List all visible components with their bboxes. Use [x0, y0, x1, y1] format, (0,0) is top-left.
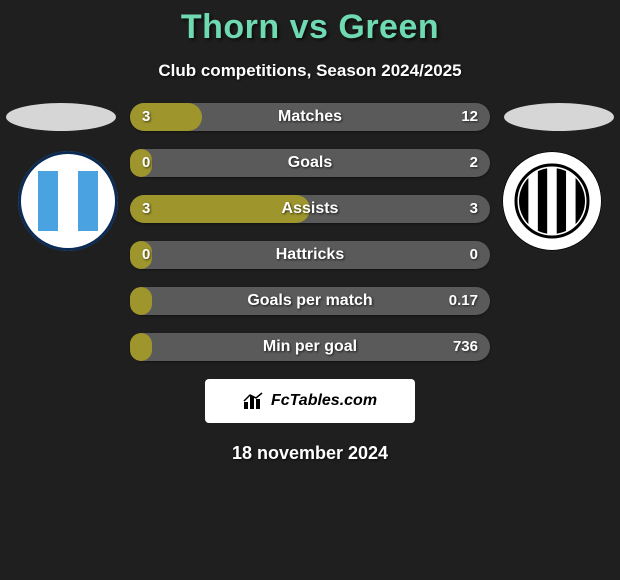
crest-right-svg	[502, 151, 602, 251]
stat-row: Assists3 3	[130, 195, 490, 223]
stat-row: Matches3 12	[130, 103, 490, 131]
source-label: FcTables.com	[271, 392, 377, 410]
stat-label: Min per goal	[130, 333, 490, 361]
subtitle: Club competitions, Season 2024/2025	[0, 61, 620, 81]
stat-label: Matches	[130, 103, 490, 131]
spotlight-right	[504, 103, 614, 131]
stat-value-right: 736	[453, 333, 478, 361]
stat-row: Goals per match0.17	[130, 287, 490, 315]
stat-value-left: 3	[142, 195, 150, 223]
stat-label: Goals per match	[130, 287, 490, 315]
stat-row: Goals0 2	[130, 149, 490, 177]
stat-value-right: 3	[470, 195, 478, 223]
date-label: 18 november 2024	[0, 443, 620, 464]
crest-left-svg	[18, 151, 118, 251]
stat-value-left: 0	[142, 149, 150, 177]
stat-bars: Matches312Goals02Assists33Hattricks00Goa…	[130, 103, 490, 361]
stat-value-left: 0	[142, 241, 150, 269]
stage: Matches312Goals02Assists33Hattricks00Goa…	[0, 103, 620, 361]
stat-value-right: 0.17	[449, 287, 478, 315]
stat-label: Hattricks	[130, 241, 490, 269]
source-badge[interactable]: FcTables.com	[205, 379, 415, 423]
stat-label: Assists	[130, 195, 490, 223]
club-crest-left	[18, 151, 118, 251]
stat-label: Goals	[130, 149, 490, 177]
comparison-card: Thorn vs Green Club competitions, Season…	[0, 0, 620, 580]
spotlight-left	[6, 103, 116, 131]
club-crest-right	[502, 151, 602, 251]
stat-row: Hattricks0 0	[130, 241, 490, 269]
page-title: Thorn vs Green	[0, 0, 620, 47]
bars-icon	[243, 392, 265, 410]
stat-value-left: 3	[142, 103, 150, 131]
stat-value-right: 12	[461, 103, 478, 131]
stat-row: Min per goal736	[130, 333, 490, 361]
stat-value-right: 2	[470, 149, 478, 177]
stat-value-right: 0	[470, 241, 478, 269]
